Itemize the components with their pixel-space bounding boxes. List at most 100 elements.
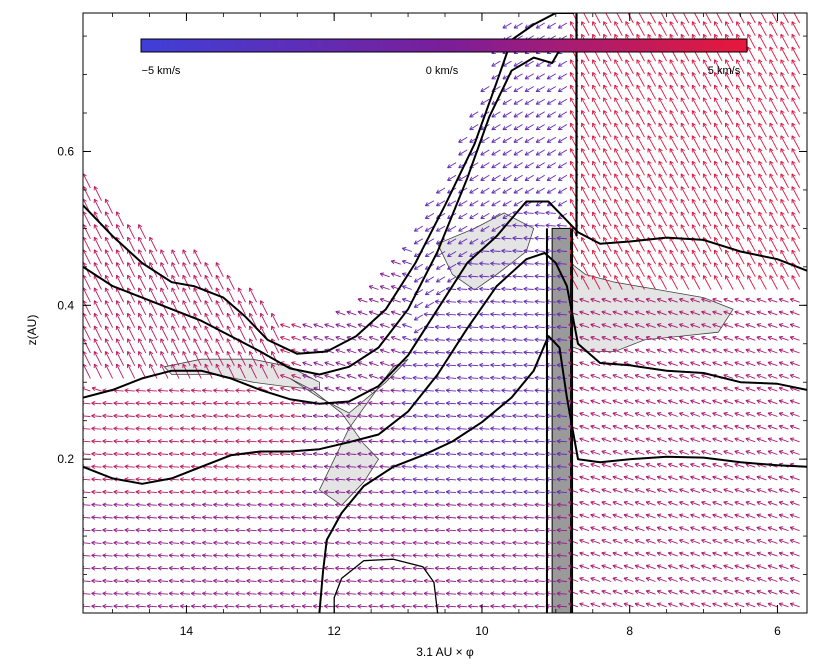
velocity-arrow — [160, 351, 169, 366]
velocity-arrow — [778, 500, 789, 506]
velocity-arrow — [734, 386, 745, 392]
velocity-arrow — [124, 426, 135, 431]
velocity-arrow — [579, 297, 590, 303]
velocity-arrow — [780, 97, 789, 113]
velocity-arrow — [160, 262, 169, 278]
velocity-arrow — [780, 198, 789, 214]
velocity-arrow — [734, 500, 745, 506]
velocity-arrow — [513, 22, 523, 29]
velocity-arrow — [769, 160, 778, 176]
velocity-arrow — [601, 437, 612, 443]
velocity-arrow — [603, 237, 612, 252]
velocity-arrow — [590, 297, 601, 303]
velocity-arrow — [104, 351, 114, 366]
velocity-arrow — [579, 361, 590, 367]
velocity-arrow — [778, 488, 789, 494]
velocity-arrow — [434, 578, 446, 584]
velocity-arrow — [680, 135, 690, 151]
velocity-arrow — [705, 13, 712, 24]
velocity-arrow — [379, 451, 390, 457]
velocity-arrow — [290, 438, 301, 444]
velocity-arrow — [390, 310, 401, 316]
velocity-arrow — [126, 224, 136, 240]
velocity-arrow — [645, 297, 656, 303]
velocity-arrow — [279, 515, 290, 520]
velocity-arrow — [612, 526, 623, 532]
velocity-arrow — [556, 591, 567, 596]
velocity-arrow — [634, 564, 645, 570]
velocity-arrow — [235, 464, 246, 469]
velocity-arrow — [734, 589, 745, 595]
velocity-arrow — [791, 59, 800, 75]
velocity-arrow — [83, 438, 91, 444]
velocity-arrow — [667, 386, 678, 392]
velocity-arrow — [702, 249, 712, 265]
x-tick-label: 10 — [475, 624, 489, 638]
velocity-arrow — [113, 426, 124, 431]
velocity-arrow — [701, 310, 712, 316]
velocity-arrow — [171, 325, 180, 341]
velocity-arrow — [246, 477, 257, 482]
velocity-arrow — [513, 149, 523, 156]
velocity-arrow — [734, 488, 745, 494]
velocity-arrow — [612, 488, 623, 494]
velocity-arrow — [658, 122, 667, 138]
velocity-arrow — [658, 173, 667, 189]
velocity-arrow — [235, 502, 246, 508]
velocity-arrow — [625, 59, 634, 75]
velocity-arrow — [279, 477, 290, 482]
velocity-arrow — [335, 373, 346, 379]
velocity-arrow — [412, 362, 423, 368]
velocity-arrow — [612, 399, 623, 405]
velocity-arrow — [190, 388, 202, 393]
velocity-arrow — [434, 489, 446, 495]
velocity-arrow — [135, 603, 146, 609]
velocity-arrow — [157, 438, 169, 444]
velocity-arrow — [579, 450, 590, 455]
velocity-arrow — [168, 540, 180, 546]
velocity-arrow — [691, 72, 701, 87]
density-contour-fourth — [83, 252, 807, 485]
velocity-arrow — [647, 224, 656, 240]
velocity-arrow — [679, 348, 689, 354]
velocity-arrow — [614, 173, 623, 189]
velocity-arrow — [680, 262, 690, 278]
velocity-arrow — [182, 338, 191, 354]
velocity-arrow — [625, 237, 634, 252]
velocity-arrow — [546, 124, 557, 131]
velocity-arrow — [778, 577, 789, 582]
velocity-arrow — [712, 412, 723, 417]
velocity-arrow — [290, 451, 301, 457]
velocity-arrow — [182, 325, 191, 341]
velocity-arrow — [523, 248, 534, 254]
velocity-arrow — [523, 286, 534, 292]
velocity-arrow — [168, 553, 180, 558]
velocity-arrow — [302, 386, 313, 392]
velocity-arrow — [271, 351, 280, 366]
velocity-arrow — [323, 603, 335, 609]
velocity-arrow — [756, 297, 767, 303]
velocity-arrow — [491, 174, 501, 181]
velocity-arrow — [625, 249, 634, 265]
velocity-arrow — [723, 577, 734, 582]
velocity-arrow — [412, 489, 423, 495]
velocity-arrow — [756, 310, 767, 316]
velocity-arrow — [789, 538, 800, 544]
velocity-arrow — [723, 488, 734, 494]
velocity-arrow — [279, 426, 290, 431]
velocity-arrow — [246, 553, 257, 558]
velocity-arrow — [146, 477, 157, 482]
velocity-arrow — [168, 413, 180, 419]
velocity-arrow — [379, 464, 390, 469]
velocity-arrow — [747, 33, 756, 49]
velocity-arrow — [469, 238, 479, 245]
velocity-arrow — [301, 540, 313, 546]
velocity-arrow — [83, 565, 91, 571]
velocity-arrow — [204, 363, 213, 379]
velocity-arrow — [778, 526, 789, 532]
velocity-arrow — [323, 502, 335, 508]
velocity-arrow — [102, 400, 113, 406]
velocity-arrow — [490, 464, 501, 469]
velocity-arrow — [603, 173, 612, 189]
velocity-arrow — [202, 426, 213, 431]
